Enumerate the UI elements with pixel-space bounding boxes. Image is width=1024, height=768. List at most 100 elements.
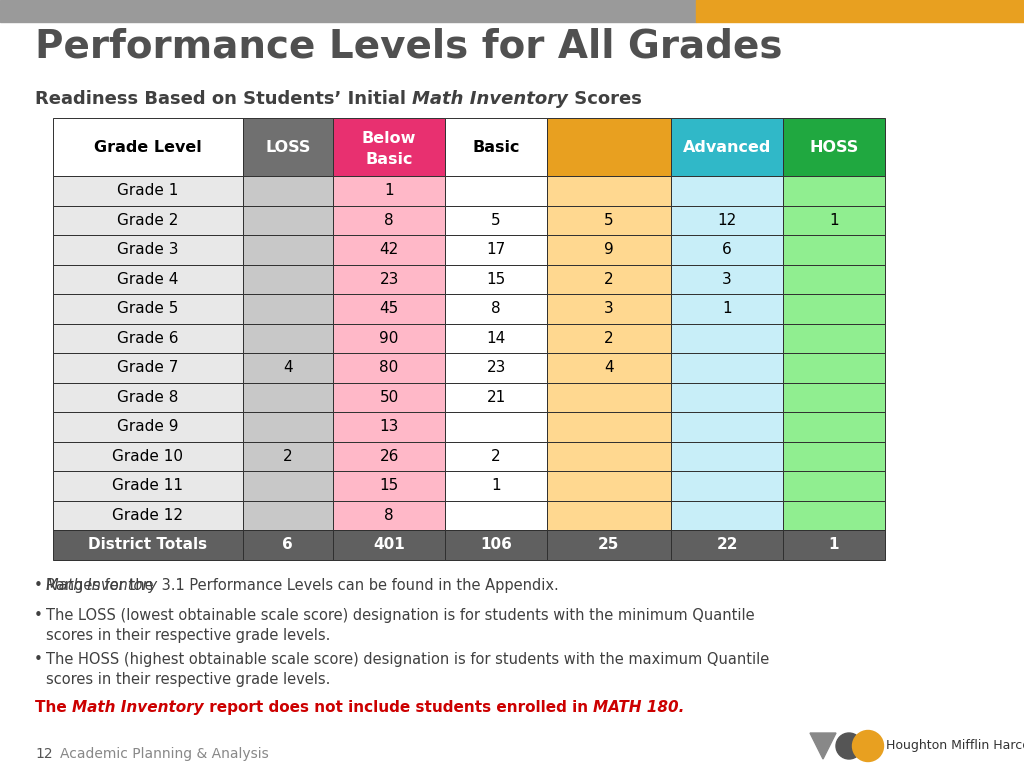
Bar	[333, 206, 445, 235]
Bar	[243, 530, 333, 560]
Bar	[243, 382, 333, 412]
Bar	[243, 323, 333, 353]
Bar	[53, 442, 243, 471]
Text: 106: 106	[480, 538, 512, 552]
Bar	[53, 382, 243, 412]
Bar	[243, 264, 333, 294]
Text: 3: 3	[722, 272, 732, 286]
Text: 5: 5	[492, 213, 501, 228]
Bar	[333, 176, 445, 206]
Text: 4: 4	[283, 360, 293, 376]
Bar	[783, 501, 885, 530]
Bar	[333, 235, 445, 264]
Bar	[547, 294, 671, 323]
Bar	[53, 294, 243, 323]
Text: 90: 90	[380, 331, 398, 346]
Text: Grade 11: Grade 11	[113, 478, 183, 493]
Text: The LOSS (lowest obtainable scale score) designation is for students with the mi: The LOSS (lowest obtainable scale score)…	[46, 607, 755, 643]
Bar	[671, 176, 783, 206]
Bar	[783, 264, 885, 294]
Text: Readiness Based on Students’ Initial: Readiness Based on Students’ Initial	[35, 90, 413, 108]
Text: 45: 45	[380, 301, 398, 316]
Bar	[671, 294, 783, 323]
Text: 50: 50	[380, 389, 398, 405]
Bar	[333, 118, 445, 176]
Text: 1: 1	[828, 538, 840, 552]
Text: Grade Level: Grade Level	[94, 140, 202, 154]
Bar	[333, 501, 445, 530]
Text: Below: Below	[361, 131, 417, 145]
Text: 13: 13	[380, 419, 398, 434]
Bar	[671, 530, 783, 560]
Bar	[445, 206, 547, 235]
Bar	[783, 353, 885, 382]
Bar	[671, 353, 783, 382]
Bar	[547, 412, 671, 442]
Bar	[445, 235, 547, 264]
Bar	[671, 118, 783, 176]
Bar	[671, 206, 783, 235]
Text: 22: 22	[717, 538, 737, 552]
Text: report does not include students enrolled in: report does not include students enrolle…	[204, 700, 593, 714]
Bar	[671, 382, 783, 412]
Bar	[445, 442, 547, 471]
Bar	[243, 235, 333, 264]
Text: 2: 2	[604, 331, 613, 346]
Text: 15: 15	[486, 272, 506, 286]
Text: The HOSS (highest obtainable scale score) designation is for students with the m: The HOSS (highest obtainable scale score…	[46, 651, 769, 687]
Bar	[547, 530, 671, 560]
Bar	[671, 501, 783, 530]
Text: Grade 4: Grade 4	[118, 272, 178, 286]
Text: Proficient: Proficient	[564, 140, 653, 154]
Text: Academic Planning & Analysis: Academic Planning & Analysis	[60, 747, 268, 761]
Text: HOSS: HOSS	[809, 140, 859, 154]
Bar	[243, 501, 333, 530]
Text: 21: 21	[486, 389, 506, 405]
Bar	[53, 471, 243, 501]
Text: Houghton Mifflin Harcourt: Houghton Mifflin Harcourt	[886, 740, 1024, 753]
Text: Scores: Scores	[568, 90, 642, 108]
Text: Math Inventory: Math Inventory	[72, 700, 204, 714]
Bar	[333, 412, 445, 442]
Bar	[445, 471, 547, 501]
Text: 14: 14	[486, 331, 506, 346]
Bar	[671, 471, 783, 501]
Bar	[445, 353, 547, 382]
Bar	[445, 294, 547, 323]
Bar	[0, 0, 696, 22]
Bar	[547, 501, 671, 530]
Text: Grade 2: Grade 2	[118, 213, 178, 228]
Bar	[53, 412, 243, 442]
Text: 401: 401	[373, 538, 406, 552]
Text: Grade 1: Grade 1	[118, 184, 178, 198]
Text: 12: 12	[35, 747, 52, 761]
Text: 1: 1	[384, 184, 394, 198]
Text: 8: 8	[384, 508, 394, 523]
Text: 12: 12	[718, 213, 736, 228]
Text: Performance Levels for All Grades: Performance Levels for All Grades	[35, 28, 782, 66]
Bar	[333, 353, 445, 382]
Text: 8: 8	[384, 213, 394, 228]
Bar	[53, 206, 243, 235]
Bar	[333, 382, 445, 412]
Bar	[53, 235, 243, 264]
Text: 80: 80	[380, 360, 398, 376]
Text: 8: 8	[492, 301, 501, 316]
Text: 1: 1	[829, 213, 839, 228]
Bar	[783, 412, 885, 442]
Text: 4: 4	[604, 360, 613, 376]
Text: Grade 10: Grade 10	[113, 449, 183, 464]
Text: Basic: Basic	[472, 140, 520, 154]
Bar	[445, 530, 547, 560]
Bar	[547, 442, 671, 471]
Bar	[333, 264, 445, 294]
Bar	[53, 264, 243, 294]
Text: 25: 25	[598, 538, 620, 552]
Bar	[547, 176, 671, 206]
Bar	[445, 382, 547, 412]
Bar	[547, 323, 671, 353]
Text: MATH 180.: MATH 180.	[593, 700, 684, 714]
Text: Grade 8: Grade 8	[118, 389, 178, 405]
Text: 17: 17	[486, 242, 506, 257]
Bar	[445, 323, 547, 353]
